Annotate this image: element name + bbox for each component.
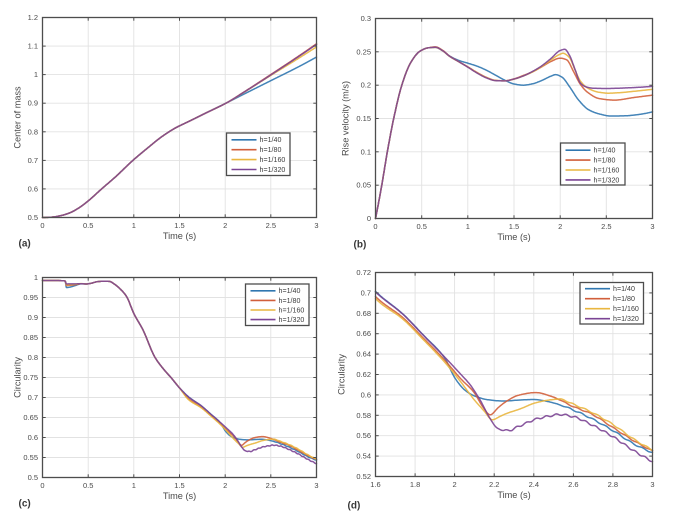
svg-text:0.1: 0.1 [361,147,371,156]
svg-text:0.54: 0.54 [356,452,371,461]
svg-text:3: 3 [314,221,318,230]
svg-text:0: 0 [367,214,371,223]
svg-text:3: 3 [650,222,654,231]
svg-text:h=1/160: h=1/160 [260,156,286,164]
svg-text:0.3: 0.3 [361,14,371,23]
svg-text:Circularity: Circularity [337,354,347,395]
svg-text:2: 2 [558,222,562,231]
svg-text:h=1/160: h=1/160 [594,166,620,174]
svg-text:Time (s): Time (s) [163,491,196,501]
svg-text:Center of mass: Center of mass [13,86,23,149]
svg-text:0.6: 0.6 [28,184,38,193]
svg-text:2: 2 [223,221,227,230]
svg-text:1: 1 [34,70,38,79]
svg-text:0.95: 0.95 [23,293,38,302]
svg-text:0.52: 0.52 [356,472,371,481]
svg-text:h=1/80: h=1/80 [613,295,635,303]
svg-text:(c): (c) [19,499,31,510]
svg-text:0.5: 0.5 [83,481,93,490]
svg-text:(b): (b) [354,240,367,251]
svg-text:2.2: 2.2 [489,480,499,489]
svg-text:Circularity: Circularity [13,357,23,398]
svg-text:3: 3 [650,480,654,489]
svg-text:0.25: 0.25 [356,47,371,56]
svg-text:1.6: 1.6 [370,480,380,489]
svg-text:2: 2 [453,480,457,489]
svg-text:h=1/40: h=1/40 [260,136,282,144]
svg-text:h=1/40: h=1/40 [279,287,301,295]
svg-text:0.55: 0.55 [23,453,38,462]
svg-text:0.15: 0.15 [356,114,371,123]
svg-text:0.68: 0.68 [356,309,371,318]
svg-text:Rise velocity (m/s): Rise velocity (m/s) [341,81,351,156]
svg-text:0: 0 [40,481,44,490]
svg-text:0.6: 0.6 [28,433,38,442]
svg-text:h=1/40: h=1/40 [613,285,635,293]
svg-text:0.2: 0.2 [361,81,371,90]
svg-text:0.5: 0.5 [28,213,38,222]
svg-text:0.72: 0.72 [356,268,371,277]
svg-text:1.5: 1.5 [174,221,184,230]
svg-text:2.8: 2.8 [608,480,618,489]
svg-text:h=1/80: h=1/80 [594,157,616,165]
svg-text:2.5: 2.5 [601,222,611,231]
svg-text:0.64: 0.64 [356,350,371,359]
svg-text:0.9: 0.9 [28,313,38,322]
svg-text:h=1/80: h=1/80 [260,146,282,154]
svg-text:0.58: 0.58 [356,411,371,420]
svg-text:0.5: 0.5 [28,473,38,482]
svg-text:1: 1 [466,222,470,231]
svg-text:3: 3 [314,481,318,490]
svg-text:h=1/160: h=1/160 [279,306,305,314]
svg-text:0.65: 0.65 [23,413,38,422]
svg-text:h=1/320: h=1/320 [260,166,286,174]
svg-text:0.85: 0.85 [23,333,38,342]
svg-text:(d): (d) [348,501,361,511]
svg-text:0.5: 0.5 [416,222,426,231]
svg-text:0.7: 0.7 [28,393,38,402]
svg-text:0.7: 0.7 [361,288,371,297]
svg-text:1.1: 1.1 [28,42,38,51]
svg-text:Time (s): Time (s) [497,232,530,242]
svg-text:h=1/160: h=1/160 [613,305,639,313]
svg-text:0.8: 0.8 [28,127,38,136]
svg-text:0.56: 0.56 [356,431,371,440]
svg-text:1.5: 1.5 [174,481,184,490]
svg-text:0.62: 0.62 [356,370,371,379]
svg-text:Time (s): Time (s) [497,490,530,500]
svg-text:0.5: 0.5 [83,221,93,230]
svg-text:0.7: 0.7 [28,156,38,165]
svg-text:(a): (a) [19,239,31,250]
svg-text:1: 1 [132,221,136,230]
svg-text:1: 1 [34,273,38,282]
svg-text:h=1/320: h=1/320 [279,316,305,324]
svg-text:h=1/320: h=1/320 [613,315,639,323]
svg-text:1: 1 [132,481,136,490]
svg-text:0.66: 0.66 [356,329,371,338]
svg-text:2.6: 2.6 [568,480,578,489]
svg-text:0.75: 0.75 [23,373,38,382]
svg-text:2.5: 2.5 [266,221,276,230]
svg-text:h=1/40: h=1/40 [594,147,616,155]
svg-text:1.5: 1.5 [509,222,519,231]
svg-text:2: 2 [223,481,227,490]
svg-text:1.8: 1.8 [410,480,420,489]
svg-text:2.5: 2.5 [266,481,276,490]
svg-text:0.6: 0.6 [361,390,371,399]
svg-text:0.8: 0.8 [28,353,38,362]
svg-text:h=1/80: h=1/80 [279,297,301,305]
svg-text:1.2: 1.2 [28,13,38,22]
svg-text:0.9: 0.9 [28,99,38,108]
svg-text:h=1/320: h=1/320 [594,176,620,184]
svg-text:2.4: 2.4 [529,480,539,489]
svg-text:Time (s): Time (s) [163,231,196,241]
svg-text:0.05: 0.05 [356,181,371,190]
svg-text:0: 0 [373,222,377,231]
svg-text:0: 0 [40,221,44,230]
